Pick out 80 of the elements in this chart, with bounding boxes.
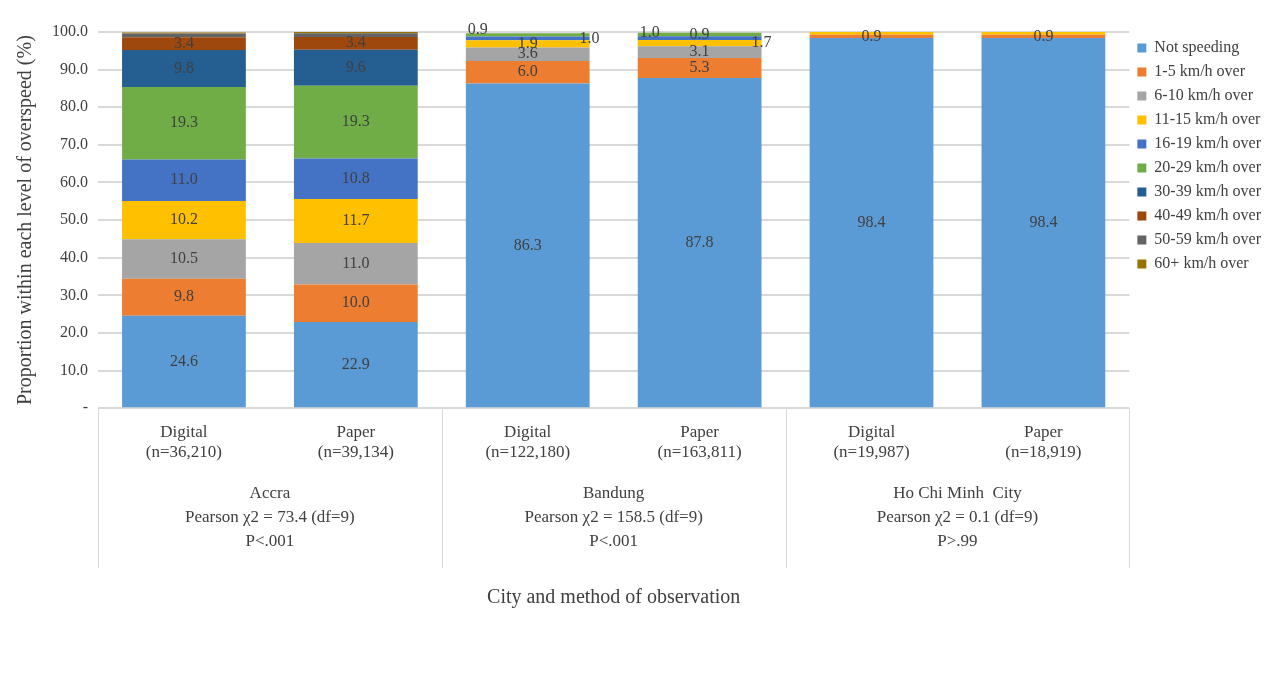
data-label: 22.9 [341,354,370,372]
bar [293,49,418,86]
bar [293,85,418,159]
data-label: 6.0 [517,62,538,80]
legend-label: 16-19 km/h over [1154,134,1262,152]
data-label: 11.7 [342,211,370,229]
data-label: 11.0 [342,253,370,271]
bar [122,278,246,316]
legend-label: 1-5 km/h over [1154,62,1246,80]
bar [293,243,418,285]
data-label: 3.4 [345,33,366,51]
text: Ho Chi Minh City Pearson χ2 = 0.1 (df=9) P>.99 [876,482,1039,550]
y-tick-label: 50.0 [60,210,88,228]
bar [637,57,762,78]
data-label: 19.3 [169,113,198,131]
data-label: 87.8 [685,232,714,250]
bar [465,83,590,408]
x-tick-label: Paper (n=39,134) [317,421,394,462]
bar [293,284,418,323]
bar [122,50,246,87]
bar [293,322,418,408]
bar [293,158,418,200]
y-tick-label: 100.0 [52,22,88,40]
y-tick-label: 30.0 [60,285,88,303]
data-label: 0.9 [467,20,488,38]
y-tick-label: 10.0 [60,360,88,378]
bar [465,47,590,61]
bar [122,315,246,408]
x-tick-label: Digital (n=122,180) [485,421,571,462]
data-label: 86.3 [513,235,542,253]
y-tick-label: 60.0 [60,172,88,190]
bar [293,36,418,50]
y-tick-label: 90.0 [60,59,88,77]
x-tick-label: Paper (n=163,811) [657,421,742,462]
data-label: 9.8 [173,58,194,76]
x-tick-label: Digital (n=19,987) [833,421,910,462]
data-label: 10.8 [341,168,370,186]
text: Bandung Pearson χ2 = 158.5 (df=9) P<.001 [524,482,703,550]
y-tick-label: 70.0 [60,135,88,153]
bar [293,199,418,244]
x-tick-label: Digital (n=36,210) [145,421,223,462]
bar [122,159,246,201]
bar [122,200,246,240]
text: City and method of observation [487,585,741,609]
bar [637,77,762,408]
data-label: 19.3 [341,112,370,130]
legend-label: 20-29 km/h over [1154,158,1262,176]
data-label: 3.4 [173,33,194,51]
text: Accra Pearson χ2 = 73.4 (df=9) P<.001 [185,482,355,550]
x-tick-label: Paper (n=18,919) [1005,421,1082,462]
bar [122,86,246,160]
data-label: 3.1 [689,42,710,60]
y-tick-label: - [82,398,88,416]
data-label: 24.6 [169,351,198,369]
legend-label: 50-59 km/h over [1154,230,1262,248]
bar [465,60,590,84]
data-label: 5.3 [689,58,710,76]
data-label: 10.2 [169,210,198,228]
bar [122,239,246,279]
bar [637,46,762,58]
data-label: 0.9 [689,24,710,42]
data-label: 11.0 [170,170,198,188]
y-tick-label: 20.0 [60,323,88,341]
legend-label: 60+ km/h over [1154,254,1250,272]
legend-label: 11-15 km/h over [1154,110,1262,128]
bar [122,37,246,51]
data-label: 98.4 [1029,212,1058,230]
legend-label: 30-39 km/h over [1154,182,1262,200]
data-label: 9.8 [173,287,194,305]
data-label: 98.4 [857,212,886,230]
legend-label: 6-10 km/h over [1154,86,1254,104]
y-tick-label: 80.0 [60,97,88,115]
legend-label: 40-49 km/h over [1154,206,1262,224]
y-tick-label: 40.0 [60,247,88,265]
data-label: 10.0 [341,293,370,311]
data-label: 1.7 [751,33,772,51]
data-label: 9.6 [345,57,366,75]
y-axis-title: Proportion within each level of overspeed (%) [13,35,37,406]
legend-label: Not speeding [1154,38,1240,57]
data-label: 10.5 [169,249,198,267]
